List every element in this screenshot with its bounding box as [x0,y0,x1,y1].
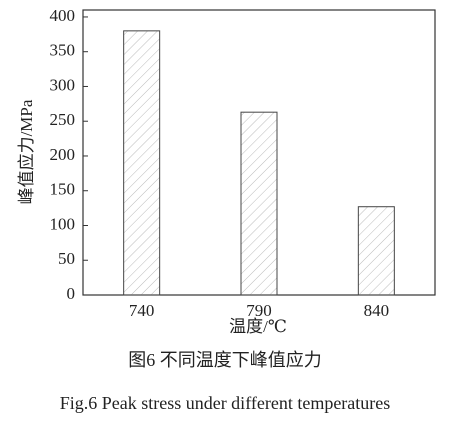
bar [240,111,278,296]
y-tick-label: 0 [67,284,76,303]
y-tick-label: 50 [58,249,75,268]
bar [357,206,395,296]
y-tick-label: 400 [50,6,76,25]
y-axis-title: 峰值应力/MPa [17,99,36,204]
caption-en: Fig.6 Peak stress under different temper… [60,393,391,413]
bar [123,30,161,296]
x-tick-label: 740 [129,301,155,320]
y-tick-label: 200 [50,145,76,164]
y-tick-label: 300 [50,75,76,94]
x-axis-title: 温度/℃ [229,317,287,336]
caption: 图6 不同温度下峰值应力 [128,350,322,370]
y-tick-label: 250 [50,110,76,129]
y-tick-label: 150 [50,180,76,199]
x-tick-label: 790 [246,301,272,320]
x-tick-label: 840 [364,301,390,320]
y-tick-label: 350 [50,41,76,60]
y-tick-label: 100 [50,214,76,233]
